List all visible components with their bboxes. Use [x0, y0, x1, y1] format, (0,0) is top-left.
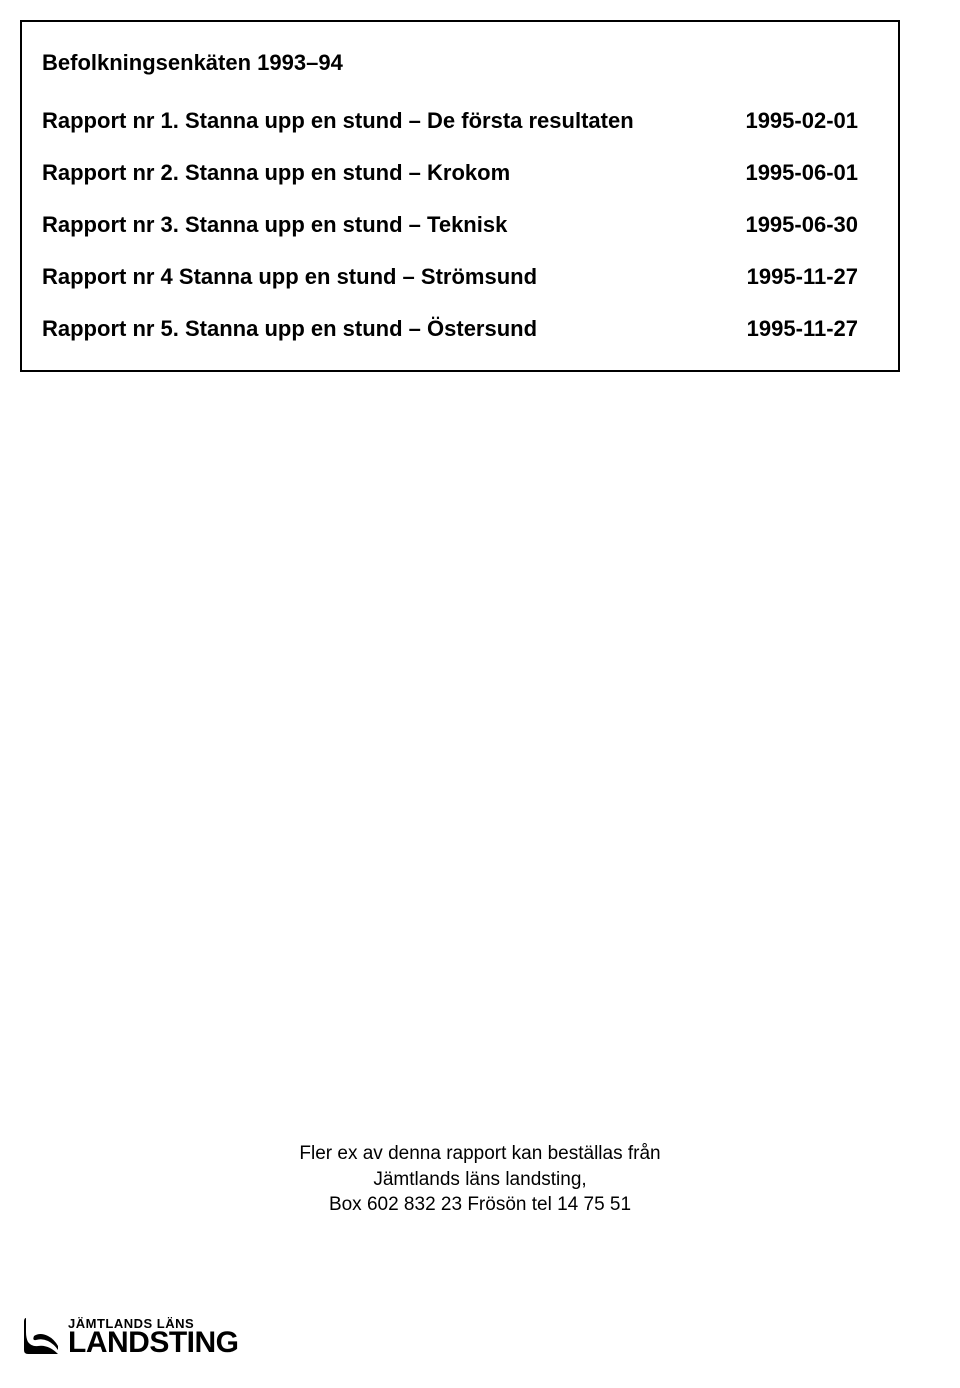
- report-row: Rapport nr 4 Stanna upp en stund – Ström…: [42, 264, 858, 290]
- report-label: Rapport nr 3. Stanna upp en stund – Tekn…: [42, 212, 745, 238]
- report-label: Rapport nr 4 Stanna upp en stund – Ström…: [42, 264, 747, 290]
- landsting-logo: JÄMTLANDS LÄNS LANDSTING: [20, 1314, 239, 1358]
- landsting-logo-icon: [20, 1314, 64, 1358]
- report-row: Rapport nr 5. Stanna upp en stund – Öste…: [42, 316, 858, 342]
- footer-ordering-info: Fler ex av denna rapport kan beställas f…: [0, 1141, 960, 1218]
- report-list-box: Befolkningsenkäten 1993–94 Rapport nr 1.…: [20, 20, 900, 372]
- report-label: Rapport nr 1. Stanna upp en stund – De f…: [42, 108, 745, 134]
- report-label: Rapport nr 5. Stanna upp en stund – Öste…: [42, 316, 747, 342]
- logo-text-bottom: LANDSTING: [68, 1328, 239, 1358]
- report-date: 1995-02-01: [745, 108, 858, 134]
- footer-line: Fler ex av denna rapport kan beställas f…: [0, 1141, 960, 1167]
- report-row: Rapport nr 3. Stanna upp en stund – Tekn…: [42, 212, 858, 238]
- report-date: 1995-11-27: [747, 316, 858, 342]
- report-row: Rapport nr 2. Stanna upp en stund – Krok…: [42, 160, 858, 186]
- report-label: Rapport nr 2. Stanna upp en stund – Krok…: [42, 160, 745, 186]
- report-date: 1995-06-30: [745, 212, 858, 238]
- report-date: 1995-06-01: [745, 160, 858, 186]
- report-row: Rapport nr 1. Stanna upp en stund – De f…: [42, 108, 858, 134]
- footer-line: Jämtlands läns landsting,: [0, 1167, 960, 1193]
- report-date: 1995-11-27: [747, 264, 858, 290]
- footer-line: Box 602 832 23 Frösön tel 14 75 51: [0, 1192, 960, 1218]
- logo-text: JÄMTLANDS LÄNS LANDSTING: [68, 1317, 239, 1358]
- box-title: Befolkningsenkäten 1993–94: [42, 50, 858, 76]
